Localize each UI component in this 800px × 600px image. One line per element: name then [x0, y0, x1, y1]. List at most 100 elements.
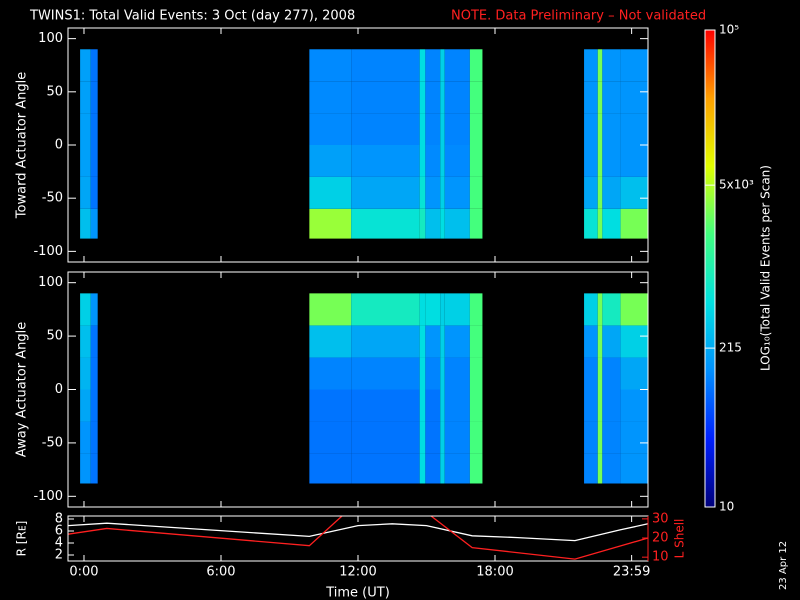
heatmap-cell: [584, 81, 598, 114]
heatmap-cell: [440, 421, 445, 454]
x-tick-label: 18:00: [476, 565, 513, 580]
heatmap-cell: [444, 325, 470, 358]
heatmap-cell: [351, 357, 420, 390]
heatmap-cell: [419, 81, 426, 114]
series-line: [67, 515, 649, 560]
heatmap-cell: [602, 49, 621, 82]
heatmap-cell: [597, 145, 603, 177]
heatmap-cell: [80, 49, 91, 82]
heatmap-cell: [469, 176, 483, 209]
heatmap-cell: [351, 49, 420, 82]
heatmap-cell: [90, 293, 98, 326]
heatmap-cell: [469, 49, 483, 82]
x-tick-label: 12:00: [339, 565, 376, 580]
heatmap-cell: [440, 81, 445, 114]
heatmap-cell: [597, 421, 603, 454]
heatmap-cell: [584, 389, 598, 422]
heatmap-cell: [620, 145, 648, 177]
heatmap-cell: [444, 293, 470, 326]
heatmap-cell: [80, 453, 91, 484]
heatmap-cell: [602, 389, 621, 422]
heatmap-cell: [80, 389, 91, 422]
heatmap-cell: [584, 325, 598, 358]
heatmap-cell: [309, 453, 352, 484]
heatmap-cell: [469, 81, 483, 114]
heatmap-cell: [80, 208, 91, 239]
heatmap-cell: [440, 389, 445, 422]
heatmap-cell: [419, 176, 426, 209]
heatmap-cell: [597, 453, 603, 484]
colorbar-label: LOG₁₀(Total Valid Events per Scan): [759, 165, 773, 371]
heatmap-cell: [469, 389, 483, 422]
heatmap-cell: [309, 357, 352, 390]
heatmap-cell: [620, 453, 648, 484]
heatmap-cell: [440, 113, 445, 145]
heatmap-cell: [620, 176, 648, 209]
heatmap-cell: [444, 49, 470, 82]
heatmap-cell: [620, 293, 648, 326]
heatmap-cell: [351, 421, 420, 454]
x-axis-label: Time (UT): [325, 586, 390, 600]
heatmap-cell: [584, 145, 598, 177]
heatmap-cell: [351, 208, 420, 239]
heatmap-cell: [597, 208, 603, 239]
heatmap-cell: [597, 49, 603, 82]
heatmap-cell: [425, 145, 441, 177]
heatmap-cell: [90, 113, 98, 145]
heatmap-cell: [469, 453, 483, 484]
heatmap-cell: [440, 357, 445, 390]
heatmap-cell: [419, 421, 426, 454]
plot-frame: [67, 515, 649, 562]
heatmap-cell: [351, 389, 420, 422]
heatmap-cell: [425, 176, 441, 209]
heatmap-cell: [620, 113, 648, 145]
y-axis-label: R [Rᴇ]: [15, 521, 29, 557]
heatmap-cell: [444, 145, 470, 177]
heatmap-cell: [90, 325, 98, 358]
x-tick-label: 6:00: [206, 565, 235, 580]
y2-tick-label: 20: [652, 531, 669, 546]
heatmap-cell: [469, 145, 483, 177]
colorbar-tick-label: 215: [719, 341, 742, 355]
heatmap-cell: [80, 357, 91, 390]
heatmap-cell: [469, 293, 483, 326]
heatmap-cell: [584, 113, 598, 145]
heatmap-cell: [425, 421, 441, 454]
heatmap-cell: [440, 208, 445, 239]
heatmap-cell: [444, 453, 470, 484]
heatmap-cell: [309, 389, 352, 422]
y-tick-label: 0: [55, 138, 63, 153]
heatmap-cell: [90, 81, 98, 114]
heatmap-cell: [425, 453, 441, 484]
heatmap-cell: [309, 208, 352, 239]
heatmap-cell: [309, 145, 352, 177]
heatmap-cell: [351, 145, 420, 177]
y-tick-label: 6: [55, 524, 63, 539]
heatmap-cell: [80, 421, 91, 454]
heatmap-cell: [309, 81, 352, 114]
heatmap-cell: [469, 421, 483, 454]
heatmap-cell: [597, 293, 603, 326]
heatmap-cell: [469, 208, 483, 239]
y2-tick-label: 10: [652, 550, 669, 565]
heatmap-cell: [425, 293, 441, 326]
heatmap-cell: [425, 325, 441, 358]
heatmap-cell: [80, 293, 91, 326]
heatmap-cell: [419, 357, 426, 390]
y-axis-label: Toward Actuator Angle: [15, 72, 30, 219]
heatmap-cell: [602, 113, 621, 145]
heatmap-cell: [351, 113, 420, 145]
heatmap-cell: [309, 49, 352, 82]
heatmap-cell: [351, 293, 420, 326]
heatmap-cell: [444, 176, 470, 209]
heatmap-cell: [419, 325, 426, 358]
heatmap-cell: [440, 293, 445, 326]
heatmap-cell: [80, 325, 91, 358]
heatmap-cell: [602, 357, 621, 390]
heatmap-cell: [309, 325, 352, 358]
y-tick-label: -50: [42, 435, 63, 450]
heatmap-cell: [309, 176, 352, 209]
heatmap-cell: [419, 293, 426, 326]
y-tick-label: 4: [55, 536, 63, 551]
